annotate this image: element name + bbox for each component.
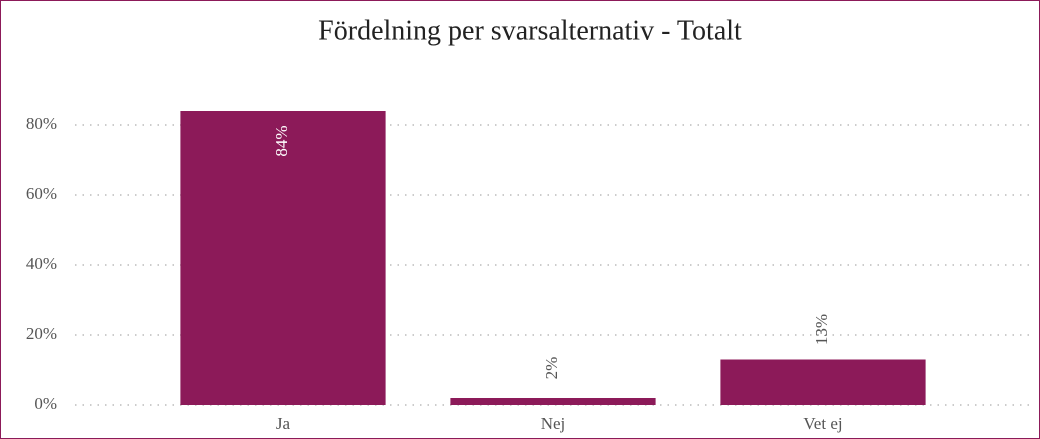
bar xyxy=(180,111,386,405)
x-tick-label: Ja xyxy=(276,414,291,433)
y-tick-label: 40% xyxy=(26,254,57,273)
y-tick-label: 0% xyxy=(34,394,57,413)
bar xyxy=(450,398,656,405)
chart-title: Fördelning per svarsalternativ - Totalt xyxy=(318,15,742,46)
x-tick-label: Nej xyxy=(541,414,566,433)
y-tick-label: 80% xyxy=(26,114,57,133)
y-tick-label: 20% xyxy=(26,324,57,343)
bar xyxy=(720,359,926,405)
x-tick-label: Vet ej xyxy=(803,414,842,433)
value-label: 84% xyxy=(272,125,291,156)
value-label: 2% xyxy=(542,357,561,380)
y-tick-label: 60% xyxy=(26,184,57,203)
value-label: 13% xyxy=(812,314,831,345)
